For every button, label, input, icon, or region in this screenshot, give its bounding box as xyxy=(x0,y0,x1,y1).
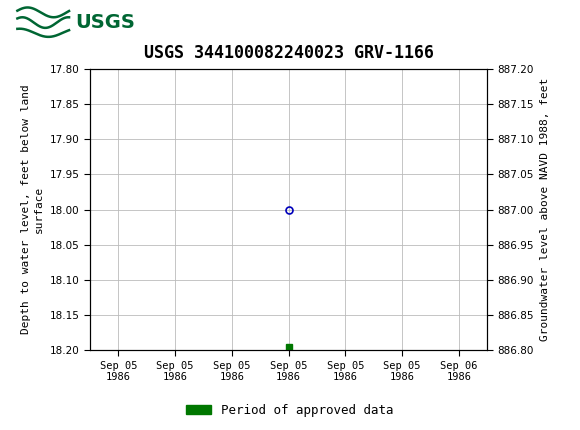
Bar xyxy=(14,3,142,42)
Text: USGS: USGS xyxy=(76,13,136,32)
Title: USGS 344100082240023 GRV-1166: USGS 344100082240023 GRV-1166 xyxy=(144,44,434,61)
Legend: Period of approved data: Period of approved data xyxy=(181,399,399,421)
Y-axis label: Groundwater level above NAVD 1988, feet: Groundwater level above NAVD 1988, feet xyxy=(539,78,550,341)
Y-axis label: Depth to water level, feet below land
surface: Depth to water level, feet below land su… xyxy=(21,85,44,335)
